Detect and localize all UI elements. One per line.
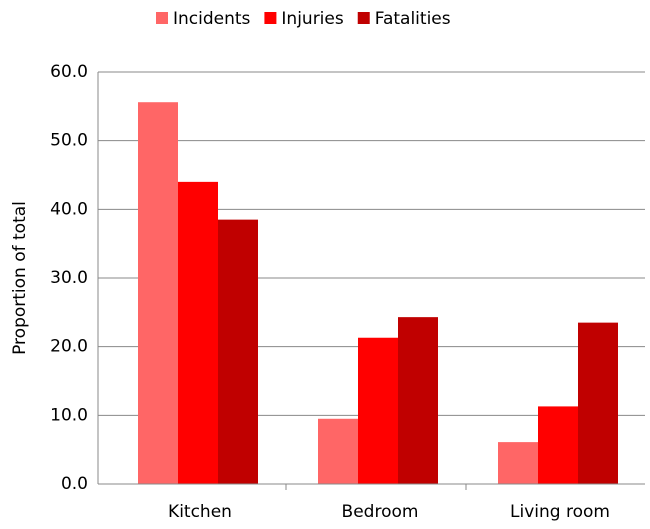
bar bbox=[358, 337, 398, 484]
bar bbox=[398, 317, 438, 484]
bar bbox=[498, 442, 538, 484]
x-tick-label: Kitchen bbox=[168, 502, 232, 522]
bar bbox=[318, 418, 358, 484]
legend-swatch bbox=[264, 12, 277, 24]
bar bbox=[538, 406, 578, 484]
bar bbox=[178, 181, 218, 484]
x-tick-label: Bedroom bbox=[342, 502, 419, 522]
legend-label: Fatalities bbox=[375, 9, 451, 29]
bar bbox=[578, 322, 618, 484]
y-tick-label: 50.0 bbox=[50, 131, 88, 151]
legend-label: Injuries bbox=[281, 9, 343, 29]
y-tick-label: 0.0 bbox=[61, 474, 88, 494]
bar bbox=[138, 102, 178, 485]
y-tick-label: 30.0 bbox=[50, 268, 88, 288]
y-tick-label: 20.0 bbox=[50, 337, 88, 357]
legend-swatch bbox=[357, 12, 370, 24]
legend-label: Incidents bbox=[173, 9, 251, 29]
x-tick-label: Living room bbox=[510, 502, 610, 522]
y-axis-title: Proportion of total bbox=[10, 201, 30, 355]
y-tick-label: 10.0 bbox=[50, 405, 88, 425]
legend-swatch bbox=[156, 12, 168, 24]
y-tick-label: 40.0 bbox=[50, 199, 88, 219]
bar bbox=[218, 219, 258, 484]
y-tick-label: 60.0 bbox=[50, 62, 88, 82]
